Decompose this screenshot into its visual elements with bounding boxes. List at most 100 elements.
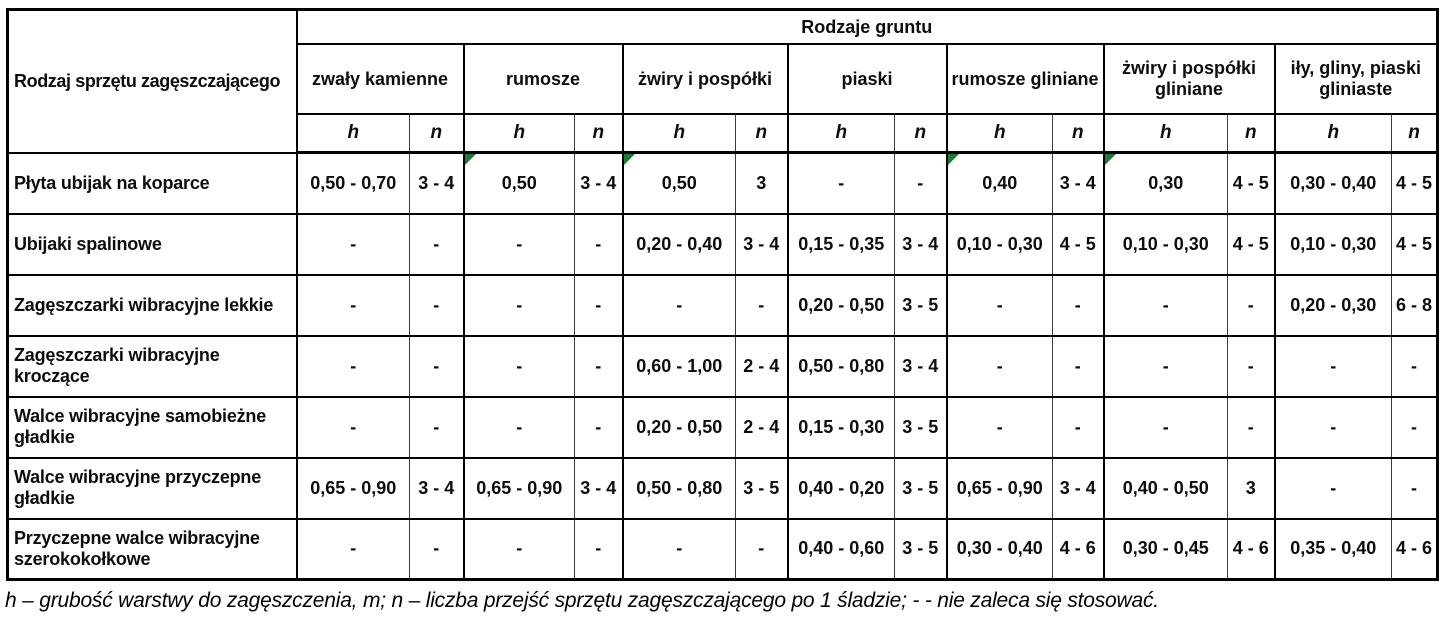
value-cell-h: - xyxy=(462,395,575,459)
value-cell-n: 3 - 5 xyxy=(894,517,948,581)
value-cell-h: 0,10 - 0,30 xyxy=(945,212,1053,276)
cell-value: 0,40 - 0,20 xyxy=(798,477,885,498)
value-cell-h: 0,30 - 0,40 xyxy=(1273,151,1392,215)
value-cell-n: 3 - 4 xyxy=(1052,151,1105,215)
cell-value: 0,40 xyxy=(982,172,1018,193)
cell-value: 0,60 - 1,00 xyxy=(636,355,723,376)
value-cell-h: 0,50 - 0,70 xyxy=(295,151,410,215)
value-cell-n: 3 - 4 xyxy=(894,212,948,276)
cell-value: 0,30 - 0,40 xyxy=(956,538,1043,559)
cell-value: 0,30 xyxy=(1148,172,1184,193)
cell-value: - xyxy=(1247,294,1254,315)
value-cell-n: - xyxy=(735,273,789,337)
cell-value: - xyxy=(676,294,683,315)
value-cell-h: - xyxy=(295,517,410,581)
cell-value: - xyxy=(758,294,765,315)
cell-value: 0,30 - 0,45 xyxy=(1122,538,1209,559)
cell-value: - xyxy=(595,355,602,376)
value-cell-n: 4 - 6 xyxy=(1390,517,1439,581)
cell-value: 0,20 - 0,30 xyxy=(1290,294,1377,315)
cell-value: - xyxy=(1411,477,1418,498)
compaction-table: Rodzaj sprzętu zagęszczającego Rodzaje g… xyxy=(6,8,1440,581)
cell-value: 3 - 4 xyxy=(1059,477,1096,498)
value-cell-h: 0,15 - 0,30 xyxy=(786,395,895,459)
value-cell-n: - xyxy=(1227,334,1276,398)
cell-value: - xyxy=(433,538,440,559)
equipment-label: Walce wibracyjne samobieżne gładkie xyxy=(6,395,298,459)
table-row: Zagęszczarki wibracyjne kroczące - - - - 0,60… xyxy=(6,334,1439,398)
cell-value: 0,40 - 0,60 xyxy=(798,538,885,559)
cell-value: 0,50 - 0,70 xyxy=(310,172,397,193)
header-row-soil-types: zwały kamienne rumosze żwiry i pospółki … xyxy=(8,43,1439,115)
cell-value: - xyxy=(350,416,357,437)
cell-value: 2 - 4 xyxy=(743,355,780,376)
cell-value: 0,65 - 0,90 xyxy=(956,477,1043,498)
cell-value: - xyxy=(676,538,683,559)
cell-value: 2 - 4 xyxy=(743,416,780,437)
value-cell-h: - xyxy=(462,212,575,276)
cell-value: - xyxy=(1247,416,1254,437)
cell-value: - xyxy=(595,233,602,254)
footnote: h – grubość warstwy do zagęszczenia, m; … xyxy=(5,589,1159,612)
cell-value: 0,50 - 0,80 xyxy=(636,477,723,498)
value-cell-n: 4 - 5 xyxy=(1052,212,1105,276)
value-cell-h: 0,30 xyxy=(1102,151,1228,215)
soil-types-group-header: Rodzaje gruntu xyxy=(295,8,1439,45)
cell-value: 0,10 - 0,30 xyxy=(1122,233,1209,254)
value-cell-h: - xyxy=(462,517,575,581)
value-cell-h: 0,20 - 0,50 xyxy=(786,273,895,337)
cell-value: 0,50 - 0,80 xyxy=(798,355,885,376)
cell-value: - xyxy=(516,416,523,437)
value-cell-n: - xyxy=(409,395,465,459)
value-cell-h: - xyxy=(1102,273,1228,337)
cell-value: 0,50 xyxy=(661,172,697,193)
value-cell-h: - xyxy=(1273,456,1392,520)
value-cell-n: - xyxy=(574,395,624,459)
cell-value: - xyxy=(996,355,1003,376)
cell-value: 0,15 - 0,35 xyxy=(798,233,885,254)
value-cell-n: 4 - 5 xyxy=(1227,212,1276,276)
equipment-label: Płyta ubijak na koparce xyxy=(6,151,298,215)
cell-value: - xyxy=(350,294,357,315)
value-cell-h: - xyxy=(1102,334,1228,398)
cell-value: 3 xyxy=(1245,477,1256,498)
soil-type-header: rumosze xyxy=(462,43,624,115)
cell-value: 0,15 - 0,30 xyxy=(798,416,885,437)
cell-value: 0,20 - 0,50 xyxy=(798,294,885,315)
cell-value: 3 - 4 xyxy=(743,233,780,254)
value-cell-n: 2 - 4 xyxy=(735,395,789,459)
cell-value: - xyxy=(1162,294,1169,315)
value-cell-n: 3 - 4 xyxy=(574,456,624,520)
table-row: Płyta ubijak na koparce 0,50 - 0,70 3 - 4 0… xyxy=(6,151,1439,215)
subheader-h: h xyxy=(295,113,410,154)
value-cell-n: 3 - 4 xyxy=(409,151,465,215)
cell-value: 4 - 6 xyxy=(1232,538,1269,559)
cell-value: 4 - 6 xyxy=(1059,538,1096,559)
value-cell-h: - xyxy=(295,212,410,276)
cell-value: - xyxy=(1247,355,1254,376)
value-cell-n: - xyxy=(1390,395,1439,459)
value-cell-h: - xyxy=(462,334,575,398)
cell-value: 3 - 4 xyxy=(902,233,939,254)
excel-flag-icon xyxy=(948,154,959,165)
value-cell-n: - xyxy=(574,517,624,581)
value-cell-h: 0,50 - 0,80 xyxy=(621,456,736,520)
soil-type-header: piaski xyxy=(786,43,948,115)
equipment-label: Przyczepne walce wibracyjne szerokokołko… xyxy=(6,517,298,581)
value-cell-h: 0,10 - 0,30 xyxy=(1273,212,1392,276)
cell-value: - xyxy=(350,355,357,376)
cell-value: - xyxy=(350,233,357,254)
cell-value: - xyxy=(433,416,440,437)
value-cell-h: 0,40 - 0,50 xyxy=(1102,456,1228,520)
value-cell-n: 6 - 8 xyxy=(1390,273,1439,337)
cell-value: 4 - 5 xyxy=(1232,172,1269,193)
value-cell-h: 0,60 - 1,00 xyxy=(621,334,736,398)
value-cell-h: - xyxy=(295,334,410,398)
cell-value: - xyxy=(996,294,1003,315)
value-cell-n: - xyxy=(1227,273,1276,337)
cell-value: - xyxy=(1074,294,1081,315)
cell-value: - xyxy=(1162,416,1169,437)
value-cell-h: 0,65 - 0,90 xyxy=(945,456,1053,520)
value-cell-n: 3 - 4 xyxy=(894,334,948,398)
